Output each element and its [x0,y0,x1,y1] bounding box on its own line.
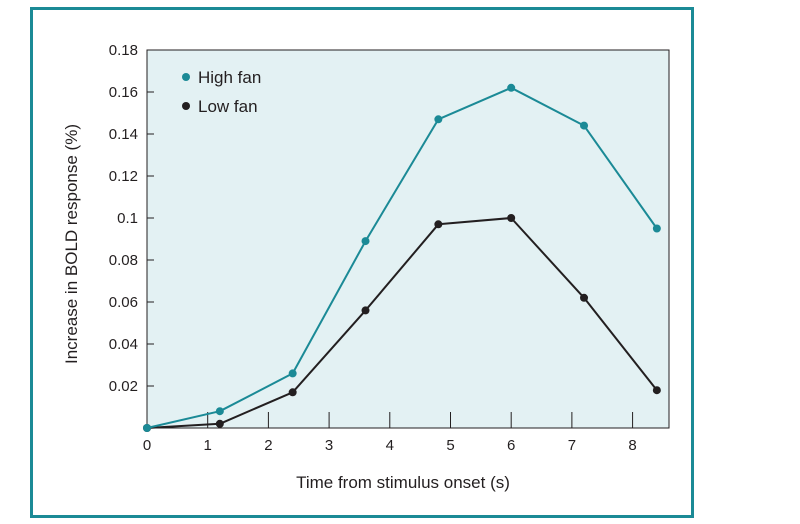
bold-response-chart: 0.02 0.04 0.06 0.08 0.1 0.12 0.14 0.16 0.18 0 1 2 3 4… [62,42,670,492]
y-tick-label: 0.02 [109,378,138,395]
y-tick-label: 0.14 [109,126,138,143]
data-point-0 [361,237,370,246]
plot-area [146,49,670,429]
data-point-0 [652,224,661,233]
y-tick-label: 0.06 [109,294,138,311]
x-tick-label: 0 [143,437,151,454]
x-tick-label: 5 [446,437,454,454]
legend-marker [182,73,190,81]
chart-frame: 0.02 0.04 0.06 0.08 0.1 0.12 0.14 0.16 0.18 0 1 2 3 4… [30,7,694,518]
y-tick-label: 0.16 [109,84,138,101]
legend-label: High fan [198,68,261,87]
data-point-1 [288,388,297,397]
series-lines [143,83,661,432]
x-tick-label: 4 [386,437,394,454]
data-point-1 [361,306,370,315]
data-point-1 [507,214,516,222]
data-point-1 [434,220,443,229]
y-tick-label: 0.18 [109,42,138,59]
data-point-1 [215,419,224,428]
data-point-0 [143,424,151,432]
y-tick-label: 0.04 [109,336,138,353]
legend-marker [182,102,190,110]
data-point-0 [507,83,516,92]
y-tick-label: 0.08 [109,252,138,269]
x-tick-label: 1 [204,437,212,454]
y-tick-label: 0.12 [109,168,138,185]
data-point-0 [288,369,297,378]
x-tick-label: 2 [264,437,272,454]
data-point-0 [580,121,589,130]
data-point-0 [215,407,224,416]
series-line-0 [146,86,658,429]
data-point-0 [434,115,443,124]
x-tick-label: 3 [325,437,333,454]
series-line-1 [146,217,658,429]
x-tick-label: 8 [628,437,636,454]
x-tick-label: 6 [507,437,515,454]
x-axis-label: Time from stimulus onset (s) [296,473,510,492]
legend-label: Low fan [198,97,258,116]
y-axis-label: Increase in BOLD response (%) [62,124,81,364]
legend: High fan Low fan [182,68,261,116]
y-tick-label: 0.1 [117,210,138,227]
data-point-1 [580,293,589,302]
x-tick-label: 7 [568,437,576,454]
data-point-1 [652,386,661,395]
tick-labels: 0.02 0.04 0.06 0.08 0.1 0.12 0.14 0.16 0.18 0 1 2 3 4… [109,42,637,454]
